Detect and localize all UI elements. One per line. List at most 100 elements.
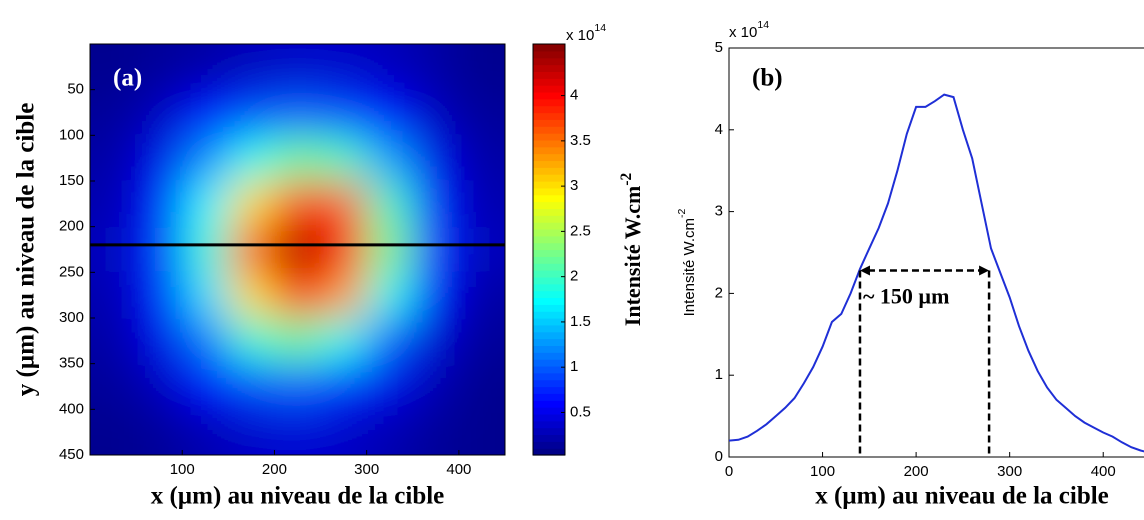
heatmap-cell (274, 272, 322, 319)
y-tick-label: 3 (715, 203, 723, 220)
colorbar-swatch (533, 407, 565, 415)
colorbar-swatch (533, 50, 565, 59)
colorbar-tick-label: 4 (570, 87, 578, 104)
colorbar-swatch (533, 297, 565, 305)
heatmap-cell (458, 363, 505, 411)
heatmap-cell (320, 409, 368, 455)
colorbar-swatch (533, 201, 565, 209)
heatmap-cell (458, 135, 505, 182)
heatmap-cell (182, 272, 230, 319)
colorbar-swatch (533, 311, 565, 319)
heatmap-cell (366, 226, 414, 274)
colorbar-swatch (533, 215, 565, 223)
colorbar-swatch (533, 242, 565, 251)
y-axis-label: Intensité W.cm-2 (676, 208, 698, 316)
heatmap-cell (90, 135, 138, 182)
y-tick-label: 400 (59, 400, 84, 417)
y-axis-label: y (µm) au niveau de la cible (13, 103, 40, 397)
panel-label: (a) (113, 65, 142, 92)
heatmap-cell (136, 272, 184, 319)
colorbar-tick-label: 1.5 (570, 313, 591, 330)
colorbar-swatch (533, 187, 565, 196)
heatmap-cell (136, 135, 184, 182)
y-tick-label: 200 (59, 218, 84, 235)
heatmap-cell (274, 226, 322, 274)
x-tick-label: 200 (904, 463, 929, 480)
heatmap-cell (320, 226, 368, 274)
heatmap-cell (412, 44, 460, 91)
colorbar-swatch (533, 119, 565, 127)
y-exponent-base: x 10 (729, 24, 757, 41)
colorbar-swatch (533, 441, 565, 449)
heatmap-cell (90, 44, 138, 91)
heatmap-cell (136, 226, 184, 274)
heatmap-cell (412, 181, 460, 228)
data-line (729, 93, 1144, 453)
y-tick-label: 2 (715, 284, 723, 301)
x-tick-label: 200 (262, 461, 287, 478)
colorbar-swatch (533, 126, 565, 134)
heatmap-cell (136, 181, 184, 228)
heatmap-cell (228, 409, 276, 455)
x-tick-label: 400 (446, 461, 471, 478)
heatmap (90, 44, 505, 455)
heatmap-cell (320, 363, 368, 411)
colorbar-swatch (533, 112, 565, 120)
colorbar-swatch (533, 160, 565, 168)
panel-label: (b) (752, 65, 783, 92)
heatmap-cell (136, 44, 184, 91)
y-tick-label: 300 (59, 309, 84, 326)
heatmap-cell (366, 363, 414, 411)
colorbar-swatch (533, 331, 565, 340)
colorbar-label: Intensité W.cm-2 (618, 173, 646, 327)
heatmap-cell (458, 272, 505, 319)
colorbar-tick-label: 2.5 (570, 222, 591, 239)
heatmap-cell (90, 363, 138, 411)
heatmap-cell (90, 181, 138, 228)
heatmap-cell (182, 363, 230, 411)
heatmap-cell (90, 409, 138, 455)
x-tick-label: 300 (354, 461, 379, 478)
y-tick-label: 5 (715, 39, 723, 56)
heatmap-cell (274, 89, 322, 137)
colorbar-exponent: x 1014 (566, 22, 606, 44)
heatmap-cell (228, 89, 276, 137)
colorbar-swatch (533, 386, 565, 394)
heatmap-cell (136, 318, 184, 365)
colorbar-swatch (533, 290, 565, 299)
colorbar-swatch (533, 174, 565, 182)
y-tick-label: 100 (59, 126, 84, 143)
x-axis-label: x (µm) au niveau de la cible (151, 483, 445, 510)
colorbar-swatch (533, 256, 565, 264)
heatmap-cell (320, 89, 368, 137)
colorbar-swatch (533, 345, 565, 353)
heatmap-cell (90, 272, 138, 319)
colorbar-swatch (533, 448, 565, 456)
colorbar-swatch (533, 194, 565, 203)
heatmap-cell (458, 226, 505, 274)
heatmap-cell (320, 272, 368, 319)
colorbar-swatch (533, 85, 565, 93)
colorbar-tick-label: 3.5 (570, 132, 591, 149)
y-tick-label: 50 (67, 81, 84, 98)
colorbar-swatch (533, 324, 565, 333)
colorbar-swatch (533, 434, 565, 442)
colorbar-swatch (533, 153, 565, 162)
heatmap-cell (412, 272, 460, 319)
heatmap-cell (182, 44, 230, 91)
heatmap-cell (182, 89, 230, 137)
heatmap-cell (228, 363, 276, 411)
colorbar-tick-label: 0.5 (570, 403, 591, 420)
colorbar-swatch (533, 338, 565, 346)
colorbar-swatch (533, 420, 565, 429)
y-tick-label: 1 (715, 366, 723, 383)
y-axis-label-base: Intensité W.cm (681, 218, 698, 316)
colorbar-swatch (533, 222, 565, 230)
annotation-text: ~ 150 µm (863, 284, 949, 309)
heatmap-cell (412, 89, 460, 137)
heatmap-cell (136, 409, 184, 455)
y-exponent-sup: 14 (757, 19, 769, 31)
x-tick-label: 0 (725, 463, 733, 480)
heatmap-cell (228, 318, 276, 365)
